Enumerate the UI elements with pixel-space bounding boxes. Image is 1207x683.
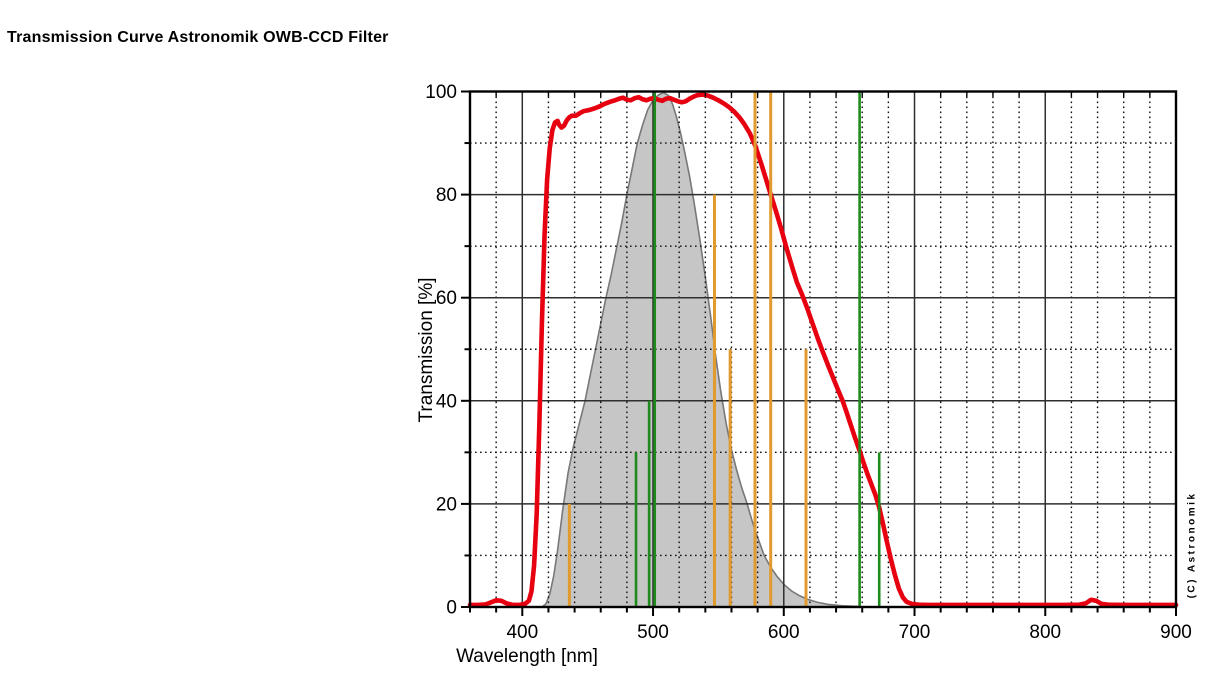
x-tick-label-600: 600 (768, 622, 800, 643)
grid-minor (470, 91, 1176, 607)
axis-ticks (461, 90, 1177, 616)
x-axis-title: Wavelength [nm] (456, 646, 598, 667)
eye-sensitivity-curve (539, 91, 873, 608)
y-tick-label-60: 60 (436, 288, 457, 309)
emission-lines (567, 91, 881, 607)
y-tick-label-20: 20 (436, 494, 457, 515)
eye-sensitivity-area (539, 91, 873, 608)
y-tick-labels: 0 20 40 60 80 100 (425, 82, 457, 619)
x-tick-labels: 400 500 600 700 800 900 (506, 622, 1191, 643)
x-tick-label-800: 800 (1029, 622, 1061, 643)
x-tick-label-400: 400 (506, 622, 538, 643)
grid-major (470, 91, 1176, 607)
y-tick-label-40: 40 (436, 391, 457, 412)
x-tick-label-900: 900 (1160, 622, 1192, 643)
x-tick-label-500: 500 (637, 622, 669, 643)
page-title: Transmission Curve Astronomik OWB-CCD Fi… (7, 29, 389, 46)
y-tick-label-80: 80 (436, 185, 457, 206)
y-tick-label-100: 100 (425, 82, 457, 103)
y-tick-label-0: 0 (446, 598, 457, 619)
x-tick-label-700: 700 (899, 622, 931, 643)
